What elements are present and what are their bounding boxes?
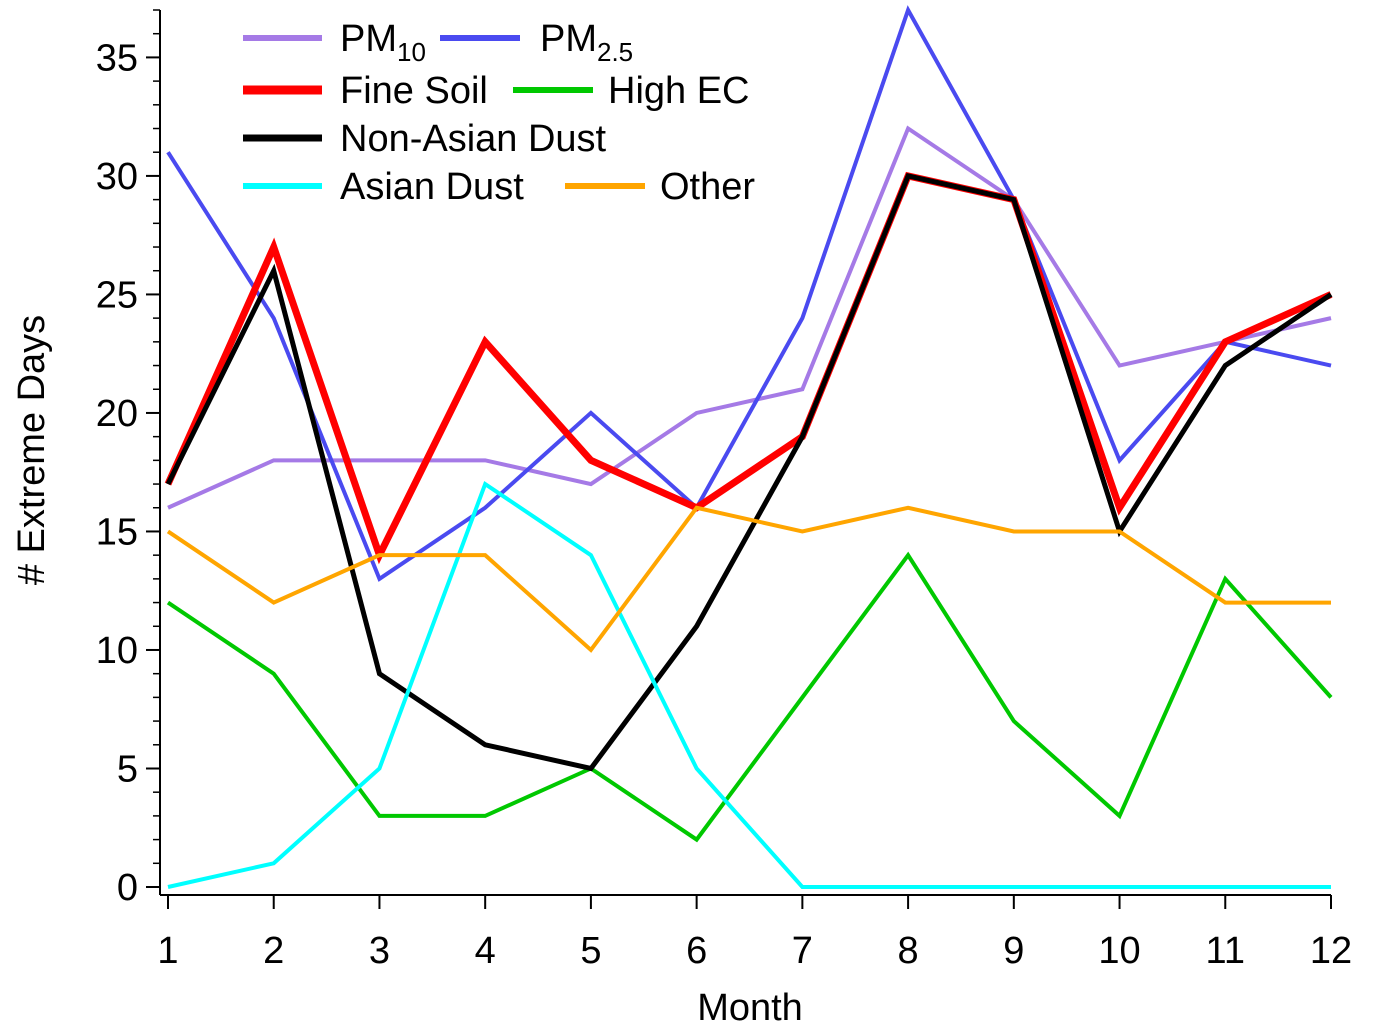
legend-label-pm10: PM10 — [340, 18, 426, 67]
y-axis-title: # Extreme Days — [11, 315, 53, 585]
series-line-pm2-5 — [166, 5, 1332, 582]
x-tick-label: 8 — [898, 930, 919, 972]
y-tick-label: 0 — [117, 867, 138, 909]
y-tick-label: 25 — [96, 274, 138, 316]
series-layer — [164, 5, 1333, 889]
series-line-fine-soil — [164, 171, 1333, 565]
legend-label-high-ec: High EC — [608, 70, 750, 112]
series-line-pm10 — [167, 125, 1332, 510]
x-tick-label: 1 — [157, 930, 178, 972]
y-tick-label: 35 — [96, 37, 138, 79]
x-tick-label: 10 — [1098, 930, 1140, 972]
legend-label-non-asian-dust: Non-Asian Dust — [340, 118, 607, 160]
x-tick-label: 5 — [580, 930, 601, 972]
series-line-non-asian-dust — [165, 173, 1333, 772]
legend-label-pm2-5: PM2.5 — [540, 18, 633, 67]
x-tick-label: 7 — [792, 930, 813, 972]
series-line-high-ec — [166, 551, 1333, 843]
x-ticks: 1 2 3 4 5 6 7 8 9 10 11 12 — [157, 895, 1352, 972]
x-tick-label: 9 — [1003, 930, 1024, 972]
x-tick-label: 4 — [475, 930, 496, 972]
y-tick-label: 30 — [96, 156, 138, 198]
x-tick-label: 3 — [369, 930, 390, 972]
legend-label-asian-dust: Asian Dust — [340, 166, 524, 208]
y-tick-label: 10 — [96, 630, 138, 672]
y-ticks: 0 5 10 15 20 25 30 35 — [96, 9, 160, 909]
x-axis-title: Month — [697, 987, 803, 1026]
x-tick-label: 6 — [686, 930, 707, 972]
y-tick-label: 15 — [96, 511, 138, 553]
x-tick-label: 2 — [263, 930, 284, 972]
legend-label-fine-soil: Fine Soil — [340, 70, 488, 112]
y-tick-label: 20 — [96, 393, 138, 435]
x-tick-label: 11 — [1206, 930, 1245, 972]
y-tick-label: 5 — [117, 748, 138, 790]
x-tick-label: 12 — [1310, 930, 1352, 972]
legend-label-other: Other — [660, 166, 755, 208]
series-line-asian-dust — [167, 480, 1331, 889]
series-line-other — [166, 505, 1331, 653]
